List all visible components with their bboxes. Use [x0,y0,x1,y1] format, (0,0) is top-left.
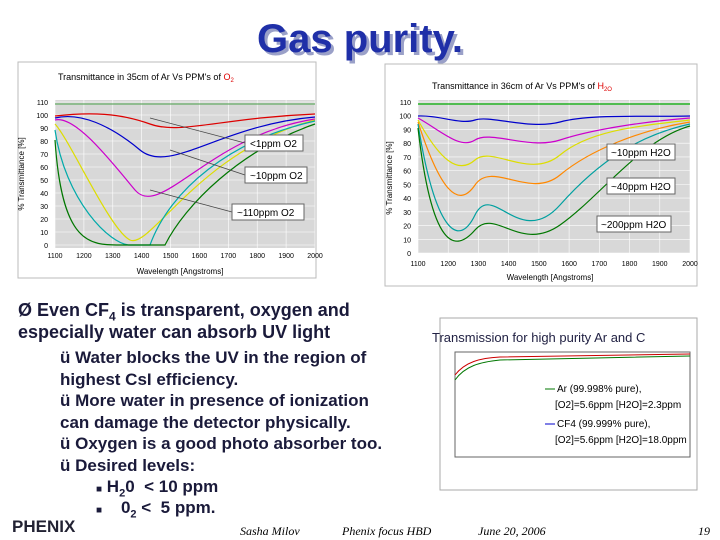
y-tick-label: 70 [403,155,411,162]
y-label: % Transmittance [%] [17,137,26,210]
x-tick-label: 1100 [47,253,62,260]
svg-text:CF4 (99.999% pure),: CF4 (99.999% pure), [557,419,650,430]
plot-title: Transmittance in 36cm of Ar Vs PPM's of … [432,81,612,93]
inset-curve [454,353,691,376]
inset-title: Transmission for high purity Ar and C [432,330,645,345]
annotations: ~10ppm H2O ~40ppm H2O ~200ppm H2O [596,143,676,233]
svg-text:~10ppm O2: ~10ppm O2 [250,171,303,182]
x-label: Wavelength [Angstroms] [507,273,594,282]
svg-text:~40ppm H2O: ~40ppm H2O [611,182,671,193]
x-tick-label: 1500 [163,253,179,260]
y-tick-label: 90 [403,127,411,134]
level-item: ■ 02 < 5 ppm. [96,498,216,521]
y-tick-label: 80 [403,141,411,148]
y-tick-label: 50 [403,182,411,189]
title-shadow: Gas purity. [260,20,466,64]
check-item: ü More water in presence of ionization [60,391,369,410]
y-tick-label: 30 [403,210,411,217]
bullet: Ø Even CF4 is transparent, oxygen and [18,300,350,324]
svg-text:~10ppm H2O: ~10ppm H2O [611,148,671,159]
curves [54,103,316,246]
y-tick-label: 60 [403,169,411,176]
y-tick-label: 40 [403,196,411,203]
y-tick-label: 90 [40,126,48,133]
x-tick-label: 1900 [652,261,668,268]
author: Sasha Milov [240,524,300,538]
svg-text:[O2]=5.6ppm [H2O]=18.0ppm: [O2]=5.6ppm [H2O]=18.0ppm [555,435,687,446]
inset-area [454,351,691,458]
y-tick-label: 110 [400,100,411,107]
x-tick-label: 1900 [278,253,294,260]
y-tick-label: 10 [40,230,48,237]
y-tick-label: 0 [44,243,48,250]
svg-text:~110ppm O2: ~110ppm O2 [237,208,295,219]
x-tick-label: 1600 [192,253,208,260]
y-tick-label: 20 [40,217,48,224]
y-tick-label: 80 [40,139,48,146]
inset-legend: Ar (99.998% pure), [O2]=5.6ppm [H2O]=2.3… [545,384,687,446]
x-tick-label: 2000 [307,253,323,260]
y-tick-label: 20 [403,224,411,231]
x-tick-label: 1500 [531,261,547,268]
check-item: ü Oxygen is a good photo absorber too. [60,434,383,453]
x-tick-label: 1200 [76,253,92,260]
y-tick-label: 110 [37,100,48,107]
date: June 20, 2006 [478,524,546,538]
check-item: highest CsI efficiency. [60,370,239,389]
svg-text:~200ppm H2O: ~200ppm H2O [601,220,667,231]
check-item: can damage the detector physically. [60,413,351,432]
x-label: Wavelength [Angstroms] [137,267,224,276]
y-tick-label: 60 [40,165,48,172]
x-tick-label: 1200 [440,261,456,268]
svg-text:Ar (99.998% pure),: Ar (99.998% pure), [557,384,642,395]
bullet: especially water can absorb UV light [18,322,331,342]
x-tick-label: 2000 [682,261,698,268]
annotations: <1ppm O2 ~10ppm O2 ~110ppm O2 [149,117,308,221]
y-tick-label: 10 [403,237,411,244]
x-tick-label: 1800 [622,261,638,268]
x-tick-label: 1100 [410,261,425,268]
y-tick-label: 0 [407,251,411,258]
y-tick-label: 30 [40,204,48,211]
svg-text:<1ppm O2: <1ppm O2 [250,139,297,150]
check-item: ü Desired levels: [60,456,196,475]
y-tick-label: 100 [36,113,48,120]
x-tick-label: 1300 [471,261,487,268]
y-tick-label: 70 [40,152,48,159]
level-item: ■ H20 < 10 ppm [96,477,219,500]
plot-title: Transmittance in 35cm of Ar Vs PPM's of … [58,72,234,84]
y-label: % Transmittance [%] [385,141,394,214]
y-tick-label: 100 [399,114,411,121]
x-tick-label: 1600 [561,261,577,268]
y-tick-label: 50 [40,178,48,185]
x-tick-label: 1400 [501,261,517,268]
event: Phenix focus HBD [342,524,432,538]
x-tick-label: 1700 [221,253,237,260]
svg-text:[O2]=5.6ppm [H2O]=2.3ppm: [O2]=5.6ppm [H2O]=2.3ppm [555,400,681,411]
page-number: 19 [698,524,710,538]
x-tick-label: 1800 [249,253,265,260]
x-tick-label: 1700 [592,261,608,268]
inset-curve [454,355,691,381]
x-tick-label: 1400 [134,253,150,260]
logo: PHENIX [12,517,76,536]
curves [417,103,691,242]
title: Gas purity. [257,17,463,61]
x-tick-label: 1300 [105,253,121,260]
check-item: ü Water blocks the UV in the region of [60,348,367,367]
y-tick-label: 40 [40,191,48,198]
